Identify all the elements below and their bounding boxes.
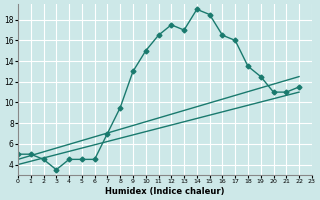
X-axis label: Humidex (Indice chaleur): Humidex (Indice chaleur) <box>105 187 225 196</box>
